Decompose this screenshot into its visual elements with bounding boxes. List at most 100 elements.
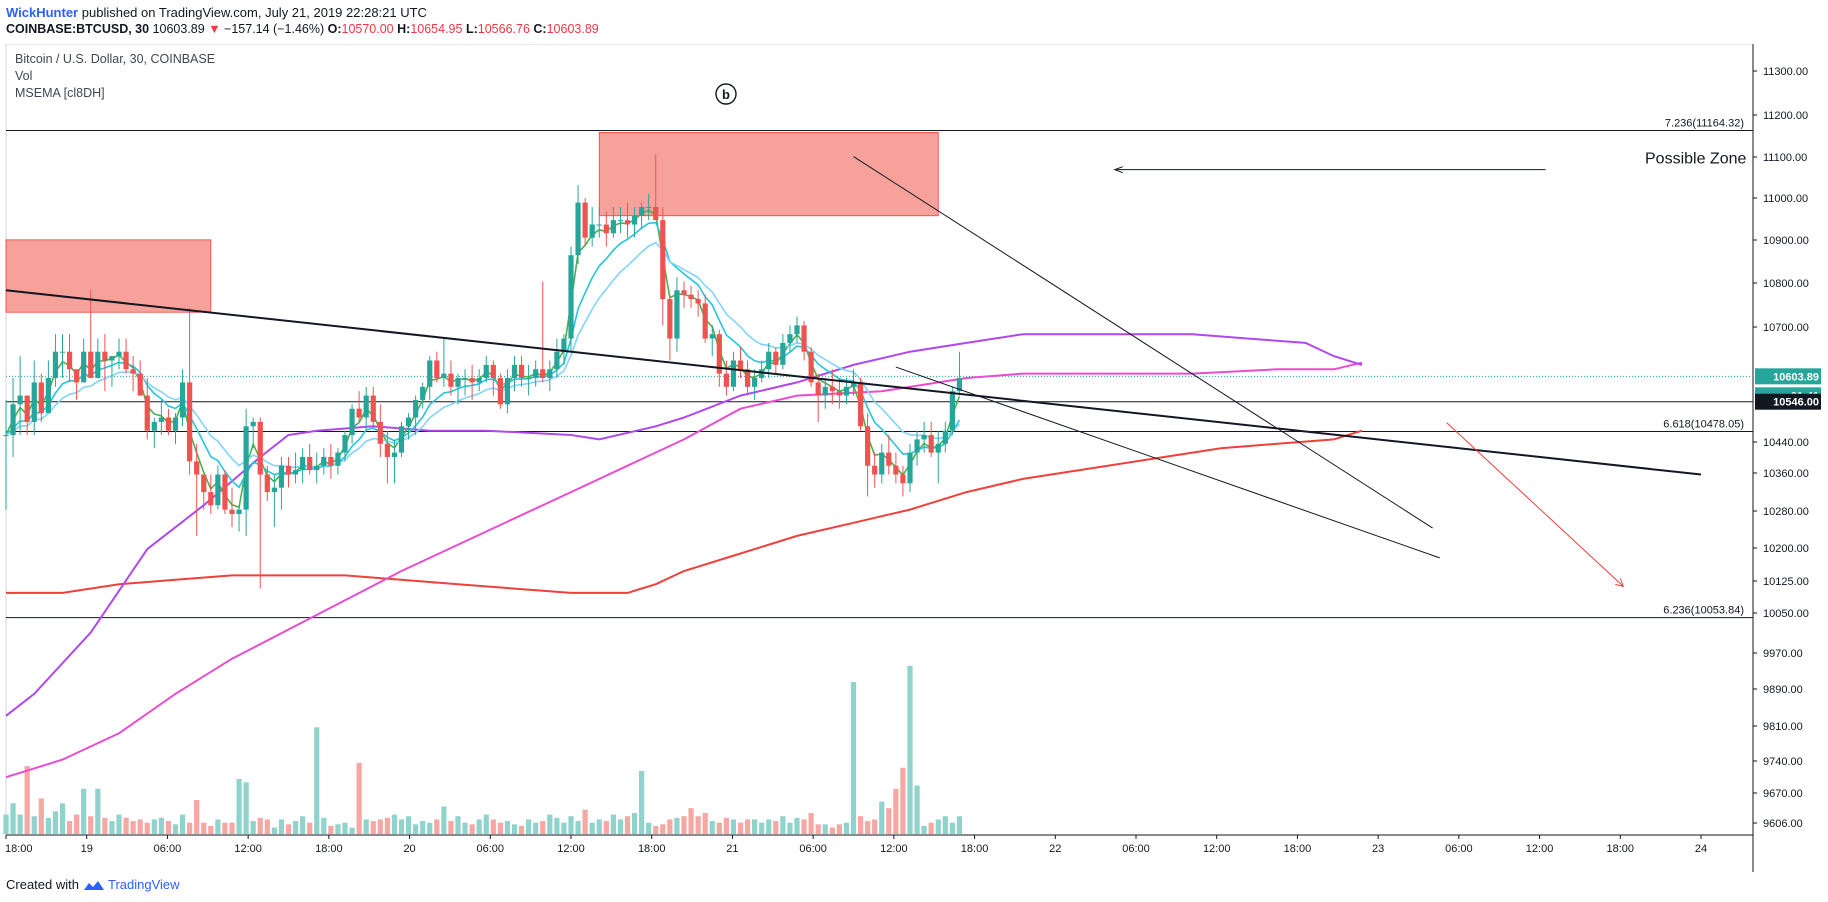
price-chart[interactable]: 7.236(11164.32) 6.618(10478.05) 6.236(1005… [0, 44, 1828, 872]
volume-bar [815, 824, 821, 834]
candle-body [511, 364, 518, 379]
candle [815, 373, 821, 422]
volume-bar [66, 821, 73, 834]
candle-body [95, 351, 101, 379]
volume-bar [271, 827, 277, 834]
candle [681, 281, 687, 308]
candle [942, 421, 948, 453]
y-tick-label: 11200.00 [1763, 110, 1808, 122]
volume-bar [914, 785, 920, 834]
candle [31, 360, 37, 436]
volume-bar [956, 816, 963, 834]
candle [137, 360, 143, 396]
candle-body [540, 369, 546, 379]
volume-bar [10, 803, 16, 834]
fib-level-label: 6.236(10053.84) [1663, 605, 1744, 617]
candle-body [307, 456, 313, 471]
candle [589, 206, 595, 247]
candle-body [321, 456, 327, 466]
volume-bar [646, 822, 652, 834]
candle [109, 356, 115, 387]
candle [391, 439, 398, 484]
volume-bar [187, 822, 193, 834]
x-tick-label: 12:00 [1526, 843, 1554, 855]
candle [59, 334, 66, 379]
volume-bar [384, 817, 390, 834]
candle-body [660, 220, 666, 300]
candle-body [384, 443, 390, 457]
candle-body [603, 224, 609, 234]
candle-body [681, 290, 687, 295]
volume-bar [420, 821, 426, 834]
candle-body [949, 391, 955, 431]
candle-body [264, 474, 270, 493]
candle-body [836, 391, 842, 396]
candle [45, 360, 51, 414]
x-tick-label: 06:00 [154, 843, 182, 855]
volume-bar [278, 819, 285, 834]
published-info: published on TradingView.com, July 21, 2… [81, 5, 427, 20]
candle [208, 474, 214, 514]
volume-bar [737, 822, 744, 834]
volume-bar [928, 822, 934, 834]
candle-body [744, 369, 751, 387]
legend-indicator[interactable]: MSEMA [cl8DH] [15, 86, 105, 100]
candle [349, 404, 355, 444]
candle [10, 378, 16, 457]
candle [737, 347, 744, 379]
volume-bar [787, 822, 793, 834]
candle [194, 443, 200, 536]
volume-bar [900, 767, 906, 834]
legend-volume[interactable]: Vol [15, 69, 33, 83]
x-tick-label: 06:00 [799, 843, 827, 855]
candle [455, 373, 461, 405]
candle-body [872, 465, 878, 475]
candle [575, 185, 581, 264]
volume-bar [624, 816, 631, 834]
legend-title[interactable]: Bitcoin / U.S. Dollar, 30, COINBASE [15, 52, 216, 66]
candle-body [137, 373, 143, 396]
volume-bar [907, 665, 913, 834]
candle-body [109, 356, 115, 361]
candle-body [843, 386, 850, 396]
candle [335, 448, 341, 475]
volume-bar [95, 788, 101, 834]
candle-body [723, 373, 729, 387]
y-tick-label: 9606.00 [1763, 818, 1803, 830]
candle [38, 373, 44, 422]
candle-body [158, 417, 164, 422]
candle-body [314, 465, 320, 471]
candle [356, 391, 362, 422]
volume-bar [363, 819, 369, 834]
volume-bar [568, 816, 574, 834]
volume-bar [526, 819, 532, 834]
open-value: 10570.00 [341, 22, 394, 36]
x-tick-label: 12:00 [880, 843, 908, 855]
candle [130, 356, 136, 392]
volume-bar [17, 814, 23, 834]
x-tick-label: 06:00 [1445, 843, 1473, 855]
candle [292, 452, 299, 484]
candle-body [624, 220, 631, 225]
candle [427, 356, 433, 400]
volume-bar [674, 817, 680, 834]
volume-bar [52, 811, 59, 834]
y-tick-label: 9810.00 [1763, 721, 1803, 733]
candle [497, 373, 503, 409]
chart-legend: Bitcoin / U.S. Dollar, 30, COINBASE Vol … [15, 51, 215, 102]
candle [766, 342, 772, 379]
candle-body [441, 373, 447, 379]
level-badge: 10546.00 [1773, 397, 1819, 409]
candle [307, 443, 313, 475]
author-name[interactable]: WickHunter [6, 5, 79, 20]
trend-lines [5, 156, 1702, 588]
tradingview-link[interactable]: TradingView [108, 877, 180, 892]
candle-body [356, 408, 362, 418]
x-tick-label: 22 [1049, 843, 1061, 855]
y-tick-label: 10050.00 [1763, 608, 1809, 620]
candle [603, 211, 609, 247]
price-change: −157.14 (−1.46%) [224, 22, 325, 36]
candle-body [144, 395, 150, 431]
fib-level-label: 7.236(11164.32) [1665, 118, 1744, 130]
candle [660, 206, 666, 326]
